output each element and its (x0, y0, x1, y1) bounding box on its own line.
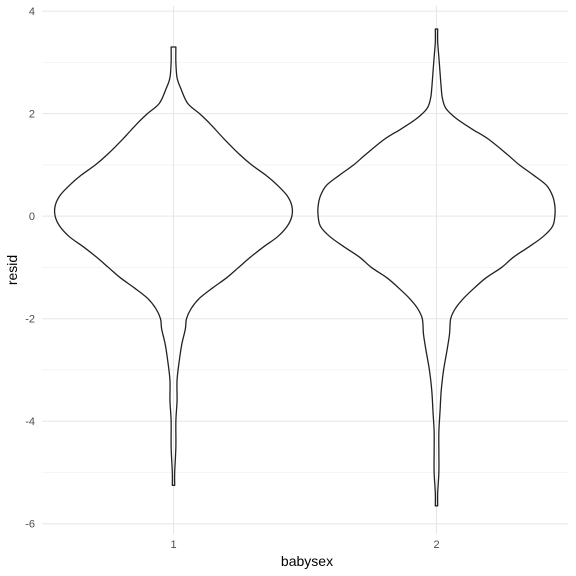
y-tick-label: -6 (25, 519, 35, 531)
y-tick-label: 2 (29, 109, 35, 121)
y-tick-label: 0 (29, 211, 35, 223)
violins (53, 28, 556, 507)
violin-1 (53, 46, 294, 486)
y-axis-title: resid (4, 255, 20, 285)
y-tick-label: -4 (25, 416, 35, 428)
y-tick-label: 4 (29, 6, 35, 18)
y-axis-ticks: -6 -4 -2 0 2 4 (25, 6, 35, 531)
x-tick-label: 1 (170, 539, 176, 551)
grid-lines (42, 6, 568, 534)
violin-2 (317, 28, 556, 507)
x-axis-title: babysex (281, 553, 333, 569)
y-tick-label: -2 (25, 314, 35, 326)
x-tick-label: 2 (433, 539, 439, 551)
